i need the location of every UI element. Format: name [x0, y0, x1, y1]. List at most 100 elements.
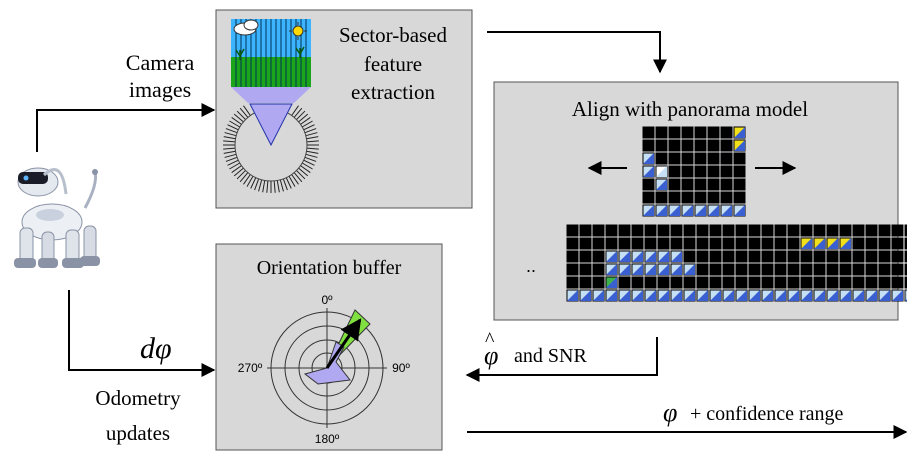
grid-cell	[735, 237, 748, 250]
ring-sector-tick	[266, 180, 269, 193]
grid-cell	[579, 289, 592, 302]
grid-cell	[631, 276, 644, 289]
grid-cell	[787, 250, 800, 263]
grid-cell	[668, 152, 681, 165]
grid-cell	[761, 276, 774, 289]
grid-cell	[681, 204, 694, 217]
grid-cell	[826, 224, 839, 237]
grid-cell	[655, 152, 668, 165]
ring-sector-tick	[243, 105, 251, 116]
grid-cell	[618, 237, 631, 250]
grid-cell	[761, 224, 774, 237]
grid-cell	[748, 289, 761, 302]
grid-cell	[720, 191, 733, 204]
grid-cell	[761, 237, 774, 250]
grid-cell	[681, 139, 694, 152]
ring-sector-tick	[306, 136, 319, 140]
ring-sector-tick	[223, 136, 236, 140]
ring-sector-tick	[306, 147, 319, 150]
grid-cell	[618, 289, 631, 302]
grid-cell	[670, 224, 683, 237]
grid-cell	[668, 165, 681, 178]
grid-cell	[878, 237, 891, 250]
grid-cell	[618, 276, 631, 289]
grid-cell	[579, 263, 592, 276]
grid-cell	[878, 250, 891, 263]
grid-cell	[707, 165, 720, 178]
phi-hat-caret: ^	[485, 329, 495, 351]
grid-cell	[878, 263, 891, 276]
grid-cell	[707, 139, 720, 152]
ellipsis-right: ..	[842, 256, 852, 276]
grid-cell	[735, 250, 748, 263]
grid-cell	[733, 204, 746, 217]
grid-cell	[720, 139, 733, 152]
grid-cell	[826, 250, 839, 263]
grid-cell	[733, 191, 746, 204]
grid-cell	[904, 237, 907, 250]
grid-cell	[800, 224, 813, 237]
orientation-arrow	[325, 318, 362, 369]
grid-cell	[694, 126, 707, 139]
ring-sector-tick	[279, 179, 284, 192]
grid-cell	[891, 289, 904, 302]
grid-cell	[774, 289, 787, 302]
ring-sector-tick	[254, 178, 260, 191]
grid-cell	[642, 191, 655, 204]
angle-label-270: 270º	[238, 361, 263, 375]
ring-sector-tick	[233, 167, 244, 177]
grid-cell	[787, 237, 800, 250]
grid-cell	[566, 237, 579, 250]
viewing-sector-wedge	[249, 103, 293, 147]
grid-cell	[681, 126, 694, 139]
grid-cell	[720, 204, 733, 217]
grid-cell	[681, 152, 694, 165]
grid-cell	[644, 289, 657, 302]
feature-title-line-3: extraction	[351, 80, 435, 104]
grid-cell	[878, 276, 891, 289]
feature-title-line-1: Sector-based	[339, 23, 448, 47]
grid-cell	[655, 178, 668, 191]
ring-sector-tick	[273, 180, 276, 193]
ring-sector-tick	[293, 107, 303, 118]
arrow-robot-to-odometry	[68, 290, 216, 377]
ring-sector-tick	[296, 170, 306, 180]
grid-cell	[618, 263, 631, 276]
grid-cell	[839, 237, 852, 250]
grid-cell	[865, 276, 878, 289]
ring-sector-tick	[285, 177, 292, 189]
grid-cell	[657, 276, 670, 289]
panorama-grid	[566, 224, 907, 302]
ring-sector-tick	[306, 140, 319, 143]
grid-cell	[774, 250, 787, 263]
grid-cell	[748, 250, 761, 263]
grid-cell	[605, 250, 618, 263]
grid-cell	[631, 250, 644, 263]
ring-sector-tick	[223, 140, 236, 143]
plant-icons	[235, 46, 305, 60]
ring-sector-tick	[304, 128, 317, 134]
grid-cell	[579, 276, 592, 289]
grid-cell	[709, 289, 722, 302]
grid-cell	[668, 139, 681, 152]
grid-cell	[655, 139, 668, 152]
grid-cell	[722, 276, 735, 289]
grid-cell	[748, 224, 761, 237]
grid-cell	[865, 224, 878, 237]
grid-cell	[642, 165, 655, 178]
grid-cell	[592, 237, 605, 250]
grid-cell	[904, 263, 907, 276]
grid-cell	[720, 126, 733, 139]
grid-cell	[813, 289, 826, 302]
grid-cell	[657, 224, 670, 237]
angle-label-0: 0º	[321, 293, 333, 307]
grid-cell	[904, 250, 907, 263]
grid-cell	[683, 289, 696, 302]
camera-images-label-1: Camera	[126, 50, 195, 75]
grid-cell	[681, 178, 694, 191]
grid-cell	[813, 250, 826, 263]
grid-cell	[839, 250, 852, 263]
grid-cell	[696, 250, 709, 263]
grid-cell	[566, 224, 579, 237]
